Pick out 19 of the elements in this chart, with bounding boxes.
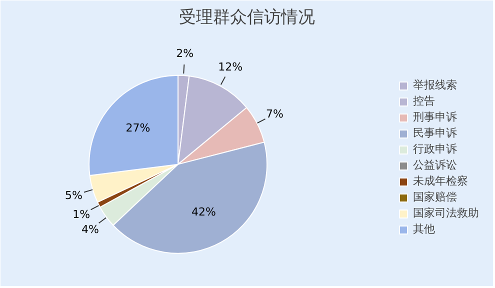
data-label: 12% xyxy=(218,60,243,74)
legend-label: 举报线索 xyxy=(413,78,457,92)
legend-label: 其他 xyxy=(413,222,435,236)
legend-label: 行政申诉 xyxy=(413,142,457,156)
data-label: 5% xyxy=(65,188,82,202)
data-label: 27% xyxy=(126,122,150,135)
data-label: 1% xyxy=(72,208,90,222)
legend-label: 控告 xyxy=(413,94,435,108)
data-label: 7% xyxy=(266,107,284,120)
data-label: 2% xyxy=(176,47,194,60)
legend-label: 公益诉讼 xyxy=(413,158,457,172)
legend-label: 国家赔偿 xyxy=(413,190,457,204)
legend-label: 民事申诉 xyxy=(413,126,457,140)
data-label: 4% xyxy=(81,223,99,236)
chart-title: 受理群众信访情况 xyxy=(179,8,315,28)
legend-label: 刑事申诉 xyxy=(413,110,457,124)
legend-label: 未成年检察 xyxy=(413,174,468,188)
legend-label: 国家司法救助 xyxy=(413,206,479,220)
data-label: 42% xyxy=(192,206,216,219)
